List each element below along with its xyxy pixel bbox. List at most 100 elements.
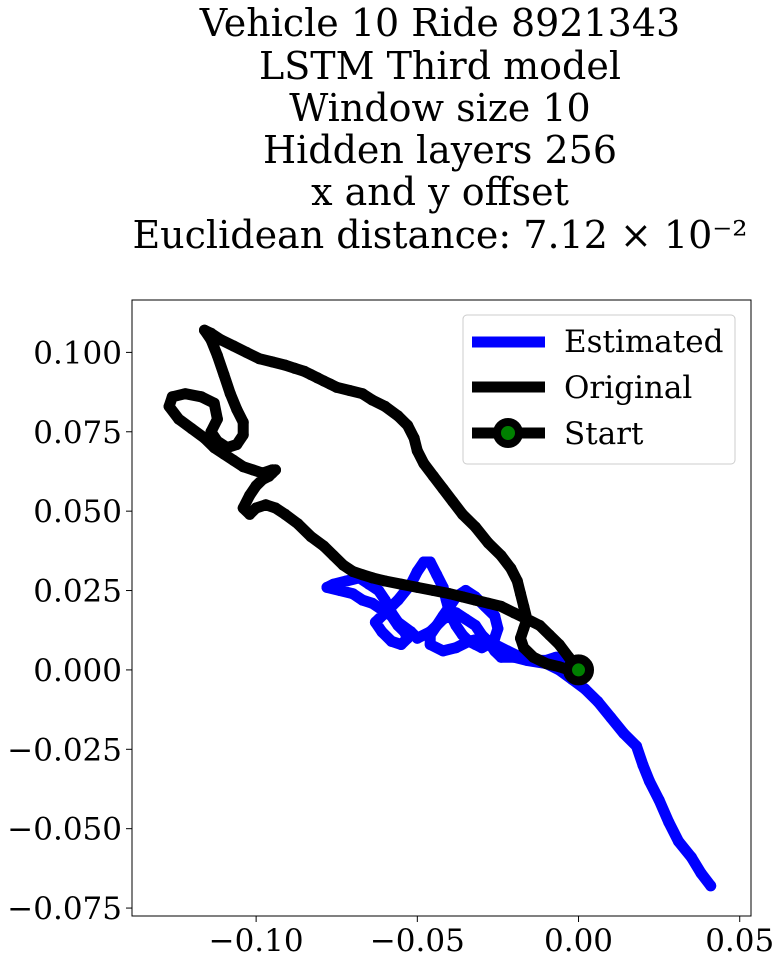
- data-point-estimated: [450, 620, 462, 631]
- title-line-6: Euclidean distance: 7.12 × 10⁻²: [132, 213, 747, 257]
- data-point-original: [379, 575, 391, 587]
- data-point-original: [515, 632, 526, 644]
- title-line-4: Hidden layers 256: [263, 128, 617, 172]
- data-point-original: [402, 419, 414, 431]
- data-point-estimated: [386, 635, 397, 647]
- data-point-original: [411, 445, 423, 457]
- data-point-estimated: [469, 620, 481, 631]
- y-tick-label: 0.025: [33, 574, 122, 610]
- data-point-original: [357, 569, 368, 581]
- legend-label-estimated: Estimated: [564, 324, 723, 360]
- data-point-original: [270, 502, 281, 514]
- data-point-estimated: [476, 632, 488, 644]
- data-point-original: [237, 416, 249, 428]
- data-point-estimated: [369, 616, 381, 628]
- data-point-original: [447, 496, 459, 508]
- data-point-estimated: [357, 594, 368, 606]
- legend-start-marker: [493, 418, 523, 448]
- legend-box: [462, 314, 736, 465]
- data-point-estimated: [395, 639, 407, 650]
- y-tick-label: −0.050: [7, 812, 122, 848]
- data-point-estimated: [379, 594, 391, 606]
- data-point-original: [231, 439, 243, 450]
- data-point-original: [163, 400, 175, 412]
- data-point-original: [357, 388, 368, 400]
- data-point-estimated: [321, 581, 333, 593]
- data-point-estimated: [437, 610, 449, 622]
- data-point-estimated: [450, 642, 462, 654]
- data-point-original: [237, 429, 249, 441]
- data-point-original: [427, 585, 439, 596]
- data-point-original: [305, 531, 317, 543]
- data-point-estimated: [489, 639, 501, 650]
- data-point-original: [437, 483, 449, 495]
- data-point-original: [469, 594, 481, 606]
- y-tick-label: 0.075: [33, 415, 122, 451]
- data-point-estimated: [424, 639, 436, 650]
- data-point-estimated: [653, 794, 665, 806]
- data-point-estimated: [463, 635, 475, 647]
- data-point-original: [292, 518, 304, 530]
- data-point-original: [518, 623, 530, 635]
- data-point-original: [260, 499, 272, 511]
- data-point-original: [518, 600, 530, 612]
- data-point-original: [344, 385, 356, 396]
- data-point-original: [379, 400, 391, 412]
- data-point-original: [186, 423, 198, 435]
- x-tick-label: 0.00: [544, 923, 613, 959]
- data-point-original: [347, 566, 359, 577]
- data-point-original: [515, 588, 526, 600]
- data-point-original: [253, 353, 265, 365]
- data-point-original: [241, 346, 252, 358]
- data-point-original: [469, 521, 481, 533]
- data-point-original: [482, 537, 494, 549]
- legend-label-original: Original: [564, 370, 692, 406]
- y-tick-label: 0.000: [33, 653, 122, 689]
- chart-title: Vehicle 10 Ride 8921343 LSTM Third model…: [132, 1, 747, 257]
- data-point-estimated: [460, 613, 472, 625]
- data-point-original: [408, 432, 420, 444]
- data-point-estimated: [631, 740, 642, 752]
- x-tick-label: 0.05: [705, 923, 774, 959]
- data-point-estimated: [431, 620, 443, 631]
- data-point-original: [289, 362, 301, 374]
- data-point-original: [511, 575, 523, 587]
- data-point-original: [392, 410, 404, 422]
- title-line-2: LSTM Third model: [259, 44, 621, 88]
- data-point-estimated: [437, 645, 449, 657]
- data-point-original: [257, 467, 269, 479]
- data-point-estimated: [411, 566, 423, 577]
- x-tick-label: −0.10: [209, 923, 304, 959]
- data-point-original: [266, 464, 278, 476]
- data-point-estimated: [392, 594, 404, 606]
- data-point-original: [208, 397, 220, 409]
- y-tick-label: −0.025: [7, 732, 122, 768]
- data-point-original: [418, 458, 430, 469]
- data-point-original: [553, 661, 565, 673]
- data-point-original: [218, 369, 230, 381]
- data-point-estimated: [444, 600, 456, 612]
- data-point-original: [337, 559, 349, 571]
- data-point-original: [411, 581, 423, 593]
- data-point-estimated: [376, 626, 388, 638]
- data-point-original: [534, 620, 546, 631]
- data-point-original: [331, 381, 343, 393]
- data-point-estimated: [685, 851, 697, 863]
- data-point-original: [266, 356, 278, 368]
- data-point-estimated: [643, 775, 655, 787]
- data-point-estimated: [489, 610, 501, 622]
- data-point-original: [495, 550, 507, 562]
- data-point-original: [195, 391, 207, 403]
- data-point-estimated: [340, 575, 352, 587]
- data-point-original: [366, 572, 378, 584]
- data-point-original: [228, 340, 240, 352]
- data-point-original: [518, 642, 530, 654]
- data-point-original: [231, 404, 243, 415]
- y-tick-label: 0.100: [33, 335, 122, 371]
- data-point-estimated: [492, 623, 504, 635]
- data-point-estimated: [379, 607, 391, 619]
- data-point-estimated: [431, 569, 443, 581]
- data-point-original: [444, 588, 456, 600]
- data-point-estimated: [637, 759, 649, 771]
